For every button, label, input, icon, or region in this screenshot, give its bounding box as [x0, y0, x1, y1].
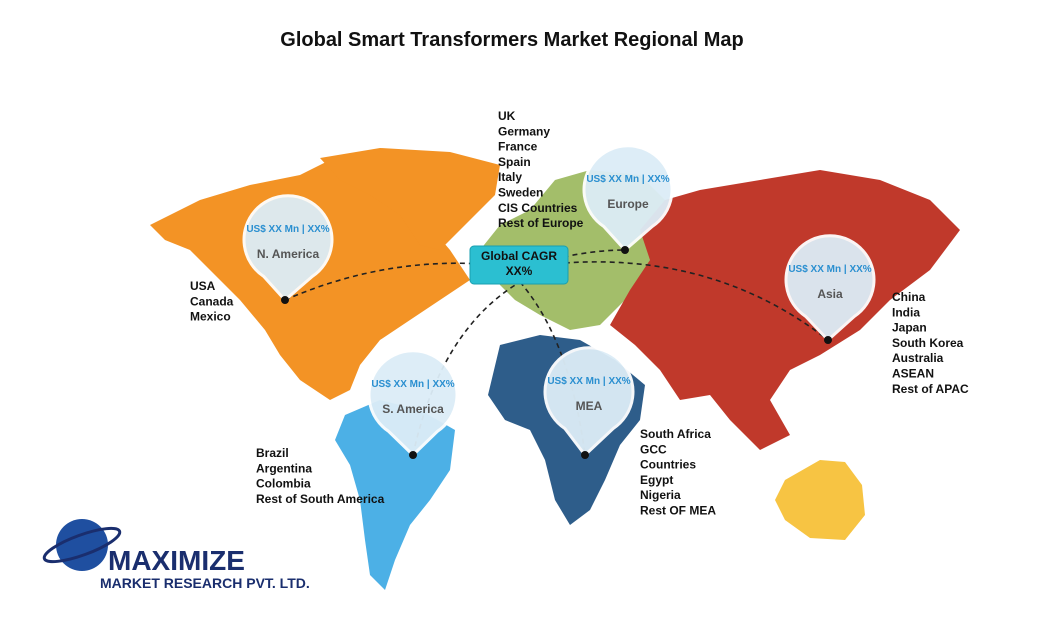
country: South Korea [892, 336, 964, 350]
pin-shape [242, 194, 334, 303]
pin-region: N. America [257, 247, 320, 261]
pin-point [409, 451, 417, 459]
country: UK [498, 109, 516, 123]
pin-region: MEA [576, 399, 603, 413]
region-pin: US$ XX Mn | XX% MEA [543, 346, 635, 459]
region-pin: US$ XX Mn | XX% Europe [582, 144, 674, 254]
country: Sweden [498, 186, 543, 200]
logo-subtitle: MARKET RESEARCH PVT. LTD. [100, 575, 310, 591]
country: Rest of APAC [892, 382, 969, 396]
logo: MAXIMIZE MARKET RESEARCH PVT. LTD. [42, 519, 310, 591]
pin-region: Europe [607, 197, 649, 211]
pin-value: US$ XX Mn | XX% [371, 379, 454, 390]
pin-point [621, 246, 629, 254]
country: Nigeria [640, 488, 681, 502]
pin-shape [582, 144, 674, 253]
country: France [498, 140, 538, 154]
greenland [320, 148, 500, 250]
country: GCC [640, 442, 667, 456]
country: India [892, 305, 920, 319]
region-pin: US$ XX Mn | XX% S. America [367, 349, 459, 459]
country: China [892, 290, 926, 304]
country: Brazil [256, 446, 289, 460]
country: Rest of South America [256, 492, 385, 506]
global-cagr: Global CAGR XX% [469, 245, 569, 285]
pin-value: US$ XX Mn | XX% [586, 174, 669, 185]
country: Countries [640, 458, 696, 472]
country: Argentina [256, 461, 312, 475]
pin-region: S. America [382, 402, 444, 416]
country: Japan [892, 321, 927, 335]
pin-point [824, 336, 832, 344]
country: South Africa [640, 427, 711, 441]
country: Canada [190, 294, 234, 308]
country: USA [190, 279, 216, 293]
country: CIS Countries [498, 201, 578, 215]
country: Rest of Europe [498, 216, 584, 230]
country: Spain [498, 155, 531, 169]
australia [775, 460, 865, 540]
pin-shape [367, 349, 459, 458]
pin-shape [543, 346, 635, 458]
logo-name: MAXIMIZE [108, 545, 245, 576]
country: Italy [498, 170, 522, 184]
logo-orbit [42, 526, 122, 564]
country: Germany [498, 124, 550, 138]
cagr-box [469, 245, 569, 285]
country: Australia [892, 351, 944, 365]
south-america [335, 400, 455, 590]
pin-point [281, 296, 289, 304]
region-pin: US$ XX Mn | XX% Asia [784, 234, 876, 344]
country: Egypt [640, 473, 673, 487]
country: Mexico [190, 310, 231, 324]
pin-value: US$ XX Mn | XX% [788, 264, 871, 275]
pin-value: US$ XX Mn | XX% [246, 224, 329, 235]
country: Rest OF MEA [640, 504, 716, 518]
pin-value: US$ XX Mn | XX% [547, 376, 630, 387]
country: ASEAN [892, 367, 934, 381]
country: Colombia [256, 477, 311, 491]
title: Global Smart Transformers Market Regiona… [280, 29, 743, 51]
pin-region: Asia [817, 287, 843, 301]
cagr-label: Global CAGR [481, 249, 557, 263]
region-pin: US$ XX Mn | XX% N. America [242, 194, 334, 304]
pin-point [581, 451, 589, 459]
pin-shape [784, 234, 876, 343]
route [519, 281, 586, 456]
logo-globe [56, 519, 108, 571]
cagr-value: XX% [506, 264, 533, 278]
